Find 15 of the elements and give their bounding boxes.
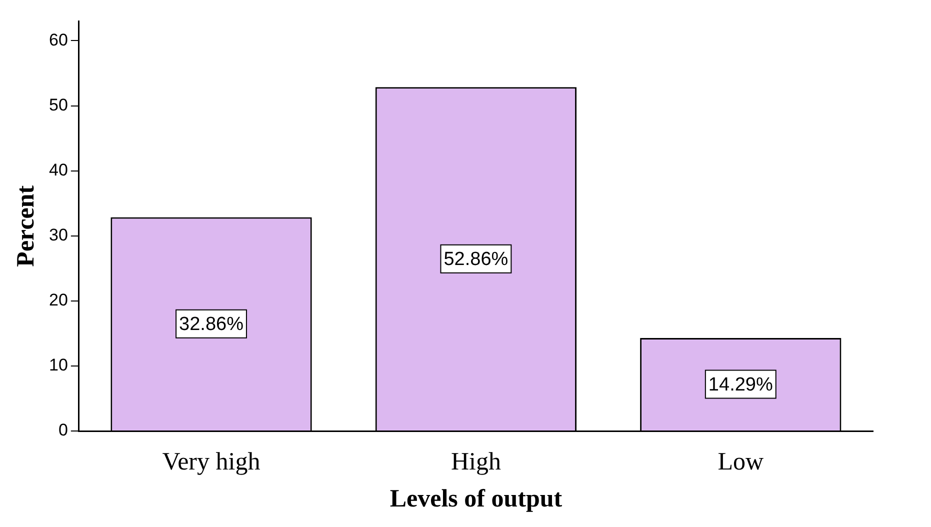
y-tick-label: 60 bbox=[48, 30, 68, 50]
data-label: 32.86% bbox=[179, 314, 244, 336]
y-tick-label: 50 bbox=[48, 95, 68, 114]
x-tick-label: Low bbox=[718, 448, 764, 476]
y-tick-label: 20 bbox=[48, 290, 68, 310]
y-tick-label: 40 bbox=[48, 160, 68, 180]
x-axis-title: Levels of output bbox=[390, 485, 563, 512]
x-tick-label: High bbox=[450, 448, 502, 476]
x-tick-label: Very high bbox=[162, 448, 261, 476]
y-axis-title: Percent bbox=[12, 184, 40, 267]
y-tick-label: 0 bbox=[58, 420, 68, 440]
data-label: 52.86% bbox=[444, 249, 508, 270]
y-tick-label: 10 bbox=[48, 356, 68, 375]
data-label: 14.29% bbox=[708, 374, 773, 396]
y-tick-label: 30 bbox=[48, 226, 68, 245]
